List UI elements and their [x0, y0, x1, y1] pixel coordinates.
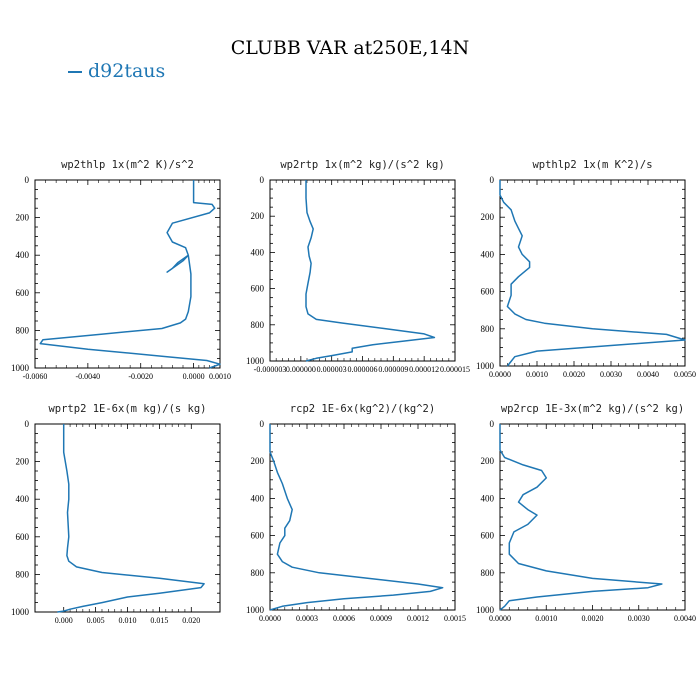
- y-tick-label: 800: [251, 568, 265, 578]
- series-line: [269, 424, 444, 611]
- y-tick-label: 800: [16, 569, 30, 579]
- y-tick-label: 0: [490, 419, 495, 429]
- y-tick-label: 600: [481, 287, 495, 297]
- panel-4: wprtp2 1E-6x(m kg)/(s kg) 0 200 400 600 800 10…: [11, 403, 221, 625]
- x-tick-label: 0.0020: [582, 614, 604, 623]
- series-line: [305, 180, 436, 362]
- panel-frame: [499, 179, 686, 367]
- x-tick-label: 0.0000: [259, 614, 281, 623]
- y-tick-label: 600: [251, 284, 265, 294]
- panel-1: wp2thlp 1x(m^2 K)/s^202004006008001000-0…: [11, 159, 231, 381]
- panel-frame: [34, 179, 221, 369]
- legend-label: d92taus: [88, 60, 166, 82]
- y-tick-label: 600: [481, 531, 495, 541]
- y-tick-label: 400: [16, 250, 30, 260]
- panel-title: wp2rcp 1E-3x(m^2 kg)/(s^2 kg): [501, 403, 684, 415]
- series-line: [499, 424, 663, 611]
- x-tick-label: 0.0000: [489, 370, 511, 379]
- panel-title: rcp2 1E-6x(kg^2)/(kg^2): [290, 403, 435, 415]
- x-tick-label: 0.0050: [674, 370, 696, 379]
- x-tick-label: 0.0010: [209, 372, 231, 381]
- x-tick-label: 0.0009: [370, 614, 392, 623]
- y-tick-label: 600: [16, 532, 30, 542]
- y-tick-label: 800: [481, 324, 495, 334]
- legend-line-swatch: [68, 71, 82, 73]
- y-tick-label: 400: [481, 493, 495, 503]
- x-tick-label: 0.0030: [600, 370, 622, 379]
- x-tick-label: 0.000000: [286, 365, 316, 374]
- x-tick-label: 0.000012: [409, 365, 439, 374]
- x-tick-label: 0.000006: [348, 365, 378, 374]
- x-tick-label: 0.0000: [489, 614, 511, 623]
- series-line: [499, 180, 686, 367]
- y-tick-label: 1000: [476, 605, 495, 615]
- y-tick-label: 200: [251, 211, 265, 221]
- y-tick-label: 1000: [11, 607, 30, 617]
- y-tick-label: 1000: [246, 356, 265, 366]
- y-tick-label: 1000: [246, 605, 265, 615]
- x-tick-label: 0.000003: [317, 365, 347, 374]
- x-tick-label: 0.000015: [440, 365, 470, 374]
- x-tick-label: 0.0006: [333, 614, 355, 623]
- x-tick-label: 0.0020: [563, 370, 585, 379]
- y-tick-label: 600: [251, 531, 265, 541]
- panel-2: wp2rtp 1x(m^2 kg)/(s^2 kg) 0 200 400 600 800 1…: [246, 159, 470, 374]
- y-tick-label: 600: [16, 288, 30, 298]
- y-tick-label: 200: [251, 456, 265, 466]
- y-tick-label: 400: [251, 247, 265, 257]
- panel-frame: [34, 423, 221, 613]
- x-tick-label: -0.0020: [128, 372, 153, 381]
- x-tick-label: 0.005: [87, 616, 105, 625]
- x-tick-label: -0.0060: [23, 372, 48, 381]
- panel-title: wp2rtp 1x(m^2 kg)/(s^2 kg): [280, 159, 444, 171]
- panel-frame: [269, 179, 456, 362]
- x-tick-label: 0.0012: [407, 614, 429, 623]
- x-tick-label: 0.000: [55, 616, 73, 625]
- panel-3: wpthlp2 1x(m K^2)/s020040060080010000.00…: [476, 159, 696, 379]
- x-tick-label: -0.0040: [76, 372, 101, 381]
- y-tick-label: 0: [260, 175, 265, 185]
- figure-title: CLUBB VAR at250E,14N: [230, 37, 470, 59]
- series-line: [57, 424, 205, 613]
- series-line: [39, 180, 221, 369]
- panel-title: wp2thlp 1x(m^2 K)/s^2: [61, 159, 194, 171]
- panel-6: wp2rcp 1E-3x(m^2 kg)/(s^2 kg) 0 200 400 600 8…: [476, 403, 696, 623]
- y-tick-label: 0: [490, 175, 495, 185]
- x-tick-label: 0.0000: [183, 372, 205, 381]
- y-tick-label: 400: [481, 249, 495, 259]
- panel-title: wprtp2 1E-6x(m kg)/(s kg): [48, 403, 206, 415]
- y-tick-label: 200: [16, 457, 30, 467]
- x-tick-label: 0.015: [150, 616, 168, 625]
- x-tick-label: 0.0010: [535, 614, 557, 623]
- y-tick-label: 200: [481, 456, 495, 466]
- y-tick-label: 800: [16, 325, 30, 335]
- y-tick-label: 800: [251, 320, 265, 330]
- y-tick-label: 400: [16, 494, 30, 504]
- panel-5: rcp2 1E-6x(kg^2)/(kg^2) 0 200 400 600 800 1000…: [246, 403, 466, 623]
- y-tick-label: 800: [481, 568, 495, 578]
- x-tick-label: 0.0015: [444, 614, 466, 623]
- panel-title: wpthlp2 1x(m K^2)/s: [532, 159, 652, 171]
- x-tick-label: 0.0030: [628, 614, 650, 623]
- panel-frame: [499, 423, 686, 611]
- x-tick-label: 0.0010: [526, 370, 548, 379]
- x-tick-label: 0.0040: [637, 370, 659, 379]
- x-tick-label: 0.0003: [296, 614, 318, 623]
- panel-frame: [269, 423, 456, 611]
- x-tick-label: -0.000003: [254, 365, 287, 374]
- x-tick-label: 0.020: [182, 616, 200, 625]
- y-tick-label: 0: [25, 419, 30, 429]
- x-tick-label: 0.010: [119, 616, 137, 625]
- y-tick-label: 200: [481, 212, 495, 222]
- x-tick-label: 0.000009: [378, 365, 408, 374]
- x-tick-label: 0.0040: [674, 614, 696, 623]
- y-tick-label: 200: [16, 213, 30, 223]
- y-tick-label: 1000: [476, 361, 495, 371]
- y-tick-label: 1000: [11, 363, 30, 373]
- y-tick-label: 0: [25, 175, 30, 185]
- y-tick-label: 400: [251, 493, 265, 503]
- y-tick-label: 0: [260, 419, 265, 429]
